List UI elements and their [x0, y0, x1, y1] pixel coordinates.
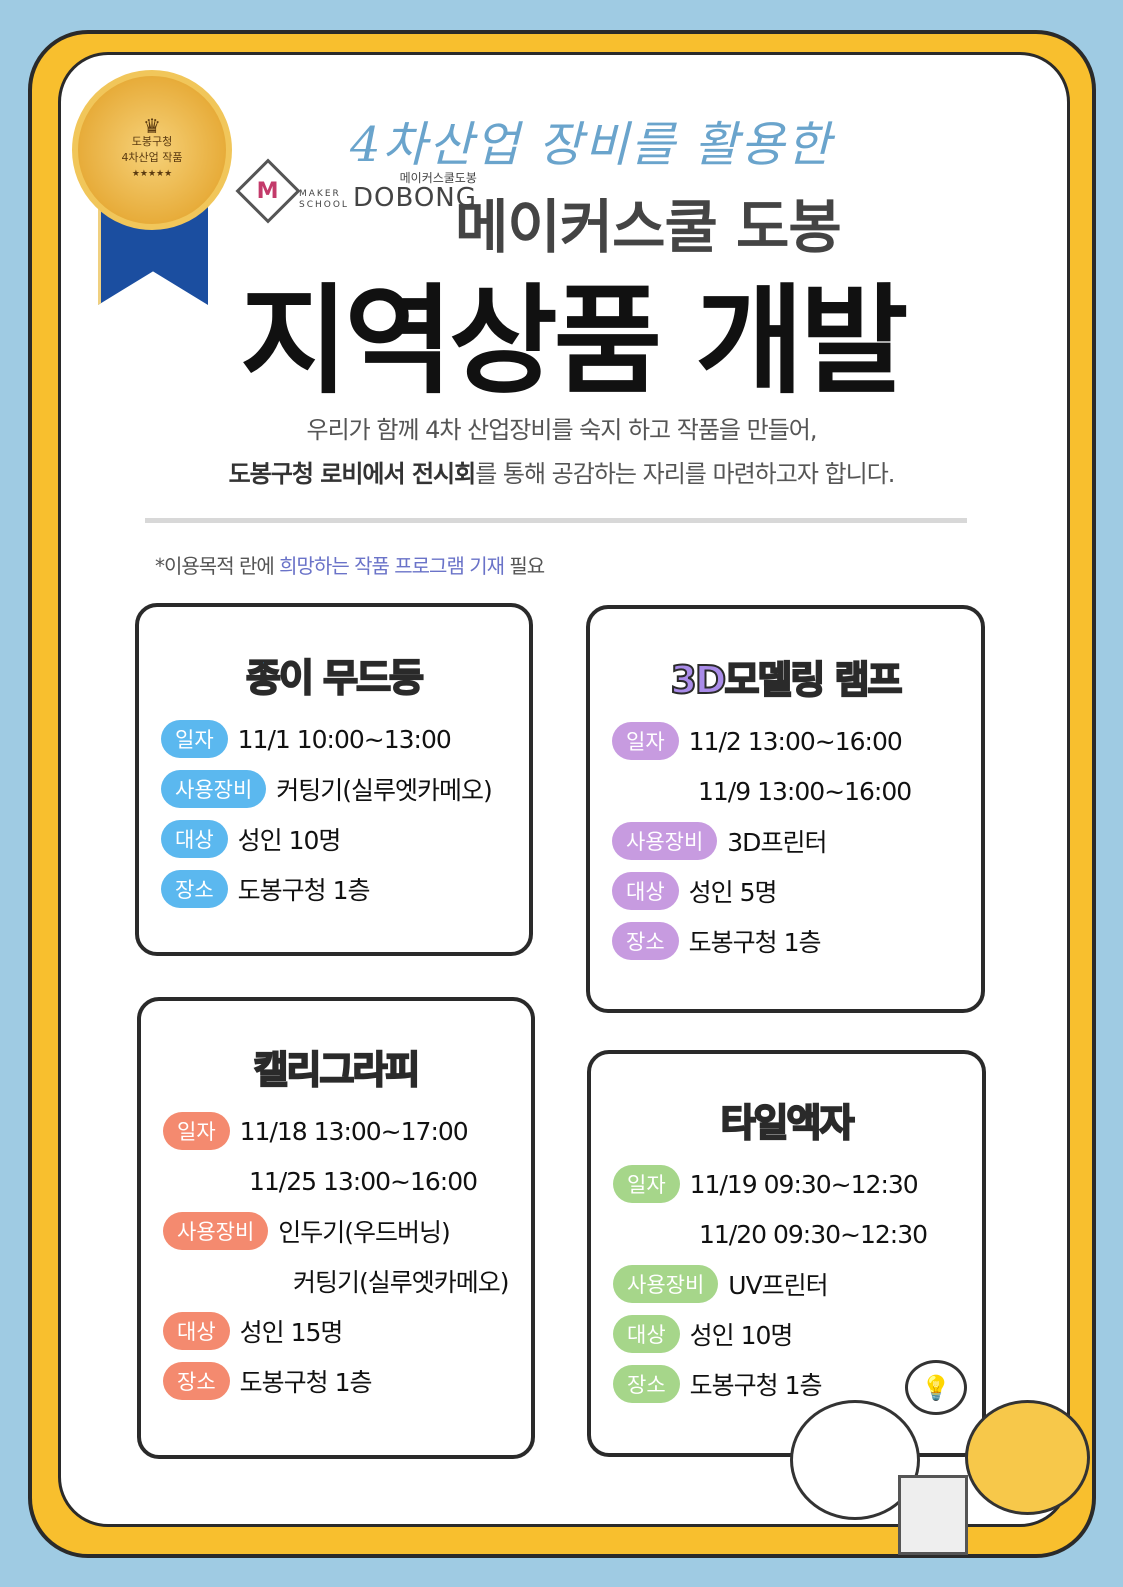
note: *이용목적 란에 희망하는 작품 프로그램 기재 필요 — [155, 550, 545, 579]
label-pill: 대상 — [161, 820, 228, 858]
card-title: 타일액자 — [720, 1100, 856, 1146]
info-row: 일자 11/2 13:00~16:00 — [612, 722, 959, 760]
note-highlight: 희망하는 작품 프로그램 기재 — [279, 554, 505, 578]
maker-school-logo: M 메이커스쿨도봉 MAKER SCHOOL DOBONG — [235, 158, 477, 224]
label-pill: 사용장비 — [613, 1265, 719, 1303]
label-pill: 장소 — [613, 1365, 680, 1403]
label-pill: 사용장비 — [612, 822, 718, 860]
info-value: 성인 5명 — [688, 878, 778, 907]
info-row: 일자 11/18 13:00~17:00 — [163, 1112, 509, 1150]
info-value: 성인 10명 — [689, 1321, 794, 1350]
mascot-character-right — [965, 1400, 1090, 1515]
badge-line1: 도봉구청 — [131, 135, 173, 148]
label-pill: 일자 — [161, 720, 228, 758]
label-pill: 대상 — [613, 1315, 680, 1353]
badge-line2: 4차산업 작품 — [121, 151, 183, 164]
note-prefix: *이용목적 란에 — [155, 554, 280, 578]
label-pill: 사용장비 — [163, 1212, 269, 1250]
info-row: 장소 도봉구청 1층 — [612, 922, 959, 960]
script-heading: 4차산업 장비를 활용한 — [350, 117, 833, 173]
info-row: 사용장비 UV프린터 — [613, 1265, 960, 1303]
lightbulb-icon: 💡 — [905, 1360, 967, 1415]
3d-printer-icon — [898, 1475, 968, 1555]
crown-icon: ♛ — [143, 114, 161, 138]
info-row: 일자 11/1 10:00~13:00 — [161, 720, 507, 758]
info-value-extra: 커팅기(실루엣카메오) — [293, 1268, 510, 1297]
logo-english: DOBONG — [352, 183, 477, 213]
info-value: 인두기(우드버닝) — [278, 1218, 451, 1247]
page-title: 지역상품 개발 — [240, 272, 908, 410]
info-value: 커팅기(실루엣카메오) — [276, 776, 493, 805]
info-value-extra: 11/20 09:30~12:30 — [699, 1219, 928, 1249]
logo-maker: MAKER — [299, 189, 341, 199]
info-row: 대상 성인 10명 — [613, 1315, 960, 1353]
info-row: 사용장비 커팅기(실루엣카메오) — [161, 770, 507, 808]
info-row: 사용장비 인두기(우드버닝) — [163, 1212, 509, 1250]
info-value: 11/1 10:00~13:00 — [237, 724, 452, 754]
info-row: 장소 도봉구청 1층 — [613, 1365, 960, 1403]
info-value: UV프린터 — [728, 1271, 828, 1300]
intro-text: 우리가 함께 4차 산업장비를 숙지 하고 작품을 만들어, 도봉구청 로비에서… — [0, 408, 1123, 496]
card-title: 캘리그라피 — [253, 1047, 422, 1093]
label-pill: 일자 — [612, 722, 679, 760]
card-title: 종이 무드등 — [245, 655, 425, 701]
info-value: 11/2 13:00~16:00 — [688, 726, 903, 756]
info-row: 일자 11/19 09:30~12:30 — [613, 1165, 960, 1203]
logo-school: SCHOOL — [299, 200, 349, 210]
info-value: 도봉구청 1층 — [689, 1371, 823, 1400]
info-row: 장소 도봉구청 1층 — [161, 870, 507, 908]
label-pill: 대상 — [612, 872, 679, 910]
logo-korean: 메이커스쿨도봉 — [399, 171, 477, 185]
info-value-extra: 11/9 13:00~16:00 — [698, 776, 912, 806]
label-pill: 장소 — [612, 922, 679, 960]
label-pill: 일자 — [613, 1165, 680, 1203]
info-row: 대상 성인 10명 — [161, 820, 507, 858]
intro-line2: 를 통해 공감하는 자리를 마련하고자 합니다. — [475, 460, 895, 488]
label-pill: 대상 — [163, 1312, 230, 1350]
info-value: 도봉구청 1층 — [237, 876, 371, 905]
info-value: 성인 15명 — [239, 1318, 344, 1347]
info-row: 사용장비 3D프린터 — [612, 822, 959, 860]
badge-stars: ★★★★★ — [131, 169, 173, 179]
award-badge: ♛ 도봉구청 4차산업 작품 ★★★★★ — [72, 70, 232, 230]
subtitle: 메이커스쿨 도봉 — [455, 193, 842, 261]
info-row: 대상 성인 15명 — [163, 1312, 509, 1350]
intro-line1: 우리가 함께 4차 산업장비를 숙지 하고 작품을 만들어, — [306, 416, 818, 444]
card-title: 3D모델링 램프 — [669, 657, 903, 703]
info-row: 대상 성인 5명 — [612, 872, 959, 910]
label-pill: 장소 — [163, 1362, 230, 1400]
info-value: 3D프린터 — [727, 828, 827, 857]
label-pill: 일자 — [163, 1112, 230, 1150]
logo-mark-icon: M — [235, 158, 301, 224]
info-value: 도봉구청 1층 — [688, 928, 822, 957]
note-suffix: 필요 — [504, 554, 545, 578]
divider — [145, 518, 967, 523]
label-pill: 장소 — [161, 870, 228, 908]
info-value-extra: 11/25 13:00~16:00 — [249, 1166, 478, 1196]
info-row: 장소 도봉구청 1층 — [163, 1362, 509, 1400]
info-value: 11/19 09:30~12:30 — [689, 1169, 919, 1199]
intro-line2-bold: 도봉구청 로비에서 전시회 — [228, 460, 477, 488]
info-value: 11/18 13:00~17:00 — [239, 1116, 469, 1146]
info-value: 성인 10명 — [237, 826, 342, 855]
info-value: 도봉구청 1층 — [239, 1368, 373, 1397]
label-pill: 사용장비 — [161, 770, 267, 808]
